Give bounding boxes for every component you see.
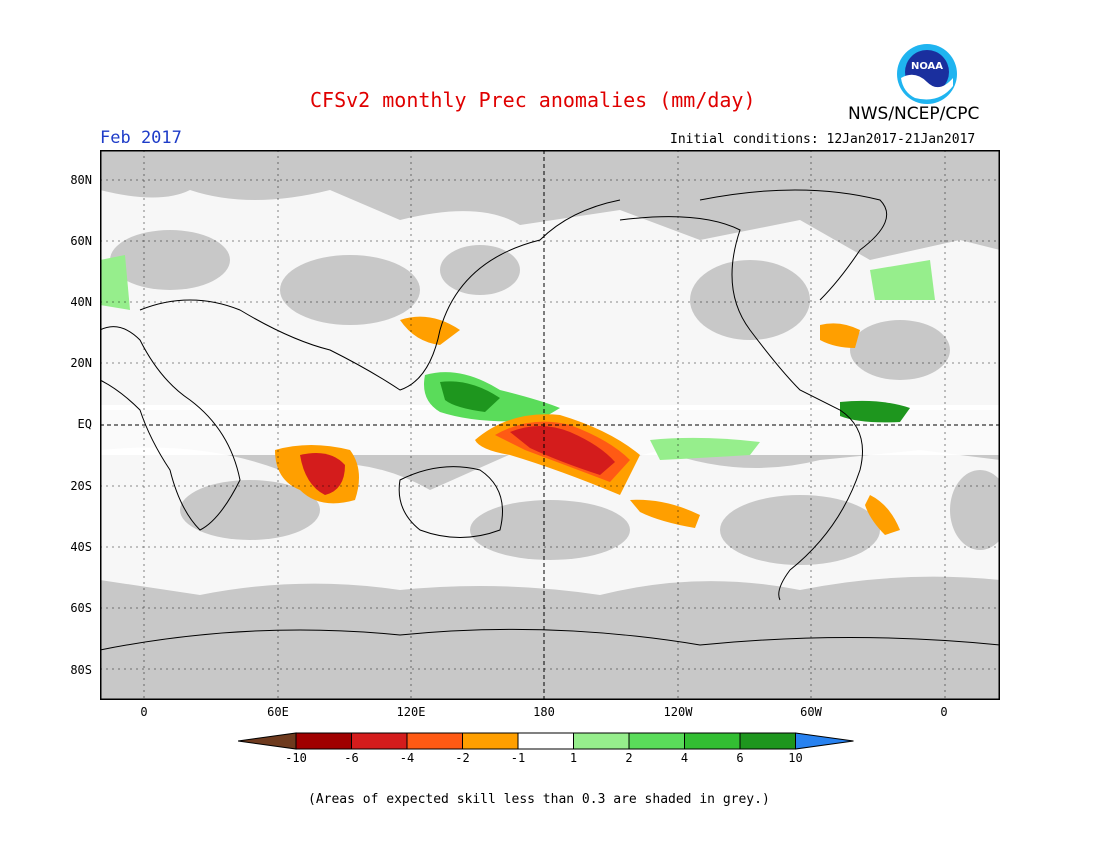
agency-label: NWS/NCEP/CPC (848, 104, 980, 124)
wet-anomalies (100, 255, 935, 460)
dry-anomaly-north-pacific (400, 316, 460, 345)
dry-anomalies (275, 316, 900, 535)
colorbar-cell (406, 732, 463, 750)
wet-anomaly-north-atlantic (870, 260, 935, 300)
colorbar-label: -10 (285, 751, 307, 765)
noaa-logo: NOAA (897, 44, 957, 104)
lon-label: 120E (396, 705, 426, 719)
wet-anomaly-atlantic (840, 400, 910, 423)
lat-label: 40N (70, 295, 92, 309)
lat-label: 80N (70, 173, 92, 187)
colorbar-cell (295, 732, 352, 750)
dry-anomaly-caribbean (820, 323, 860, 348)
wet-anomaly-south-pacific (650, 437, 760, 460)
low-skill-grey-areas (100, 230, 1000, 700)
colorbar-label: 4 (680, 751, 689, 765)
lon-label: 0 (940, 705, 948, 719)
colorbar-label: -1 (510, 751, 526, 765)
colorbar-label: -2 (455, 751, 470, 765)
lat-label: 60S (70, 601, 92, 615)
eurasia-coast (139, 199, 621, 391)
forecast-period: Feb 2017 (100, 128, 182, 148)
dry-anomaly-south-atlantic (865, 495, 900, 535)
colorbar-label: 6 (736, 751, 744, 765)
footnote: (Areas of expected skill less than 0.3 a… (308, 792, 770, 807)
wet-anomaly-atlantic-north (100, 255, 130, 310)
colorbar-cell (351, 732, 408, 750)
dry-anomaly-pacific-inner (510, 426, 615, 475)
color-scale-bar (238, 732, 854, 750)
lat-label: 80S (70, 663, 92, 677)
lon-label: 0 (140, 705, 148, 719)
colorbar-arrow-right (795, 732, 854, 750)
lat-label: 20S (70, 479, 92, 493)
precipitation-anomaly-map (100, 150, 1000, 700)
map-frame (100, 150, 1000, 700)
lat-label: EQ (77, 417, 92, 431)
antarctica-coast (100, 628, 1000, 651)
north-america-coast (699, 189, 888, 301)
map-title: CFSv2 monthly Prec anomalies (mm/day) (310, 88, 756, 112)
colorbar-cell (517, 732, 574, 750)
colorbar-label: 2 (625, 751, 633, 765)
colorbar-arrow-left (238, 732, 297, 750)
wet-anomaly-core (440, 381, 500, 412)
australia-coast (398, 466, 503, 538)
americas-coast (619, 216, 863, 601)
colorbar-cell (462, 732, 519, 750)
colorbar-label: -6 (344, 751, 359, 765)
grid-lines (100, 150, 1000, 700)
lon-label: 60E (267, 705, 289, 719)
lat-label: 20N (70, 356, 92, 370)
lat-label: 60N (70, 234, 92, 248)
lon-label: 180 (533, 705, 555, 719)
lon-label: 60W (800, 705, 822, 719)
noaa-logo-text: NOAA (911, 61, 943, 72)
dry-anomaly-indian-inner (300, 452, 345, 495)
colorbar-cell (739, 732, 796, 750)
dry-anomaly-south-pacific (630, 499, 700, 528)
equator-dateline (100, 150, 1000, 700)
colorbar-cell (628, 732, 685, 750)
colorbar-label: 1 (569, 751, 578, 765)
lat-label: 40S (70, 540, 92, 554)
colorbar-label: 10 (788, 751, 803, 765)
colorbar-label: -4 (399, 751, 415, 765)
lon-label: 120W (663, 705, 693, 719)
colorbar-cell (684, 732, 741, 750)
colorbar-cell (573, 732, 630, 750)
initial-conditions: Initial conditions: 12Jan2017-21Jan2017 (670, 132, 976, 147)
